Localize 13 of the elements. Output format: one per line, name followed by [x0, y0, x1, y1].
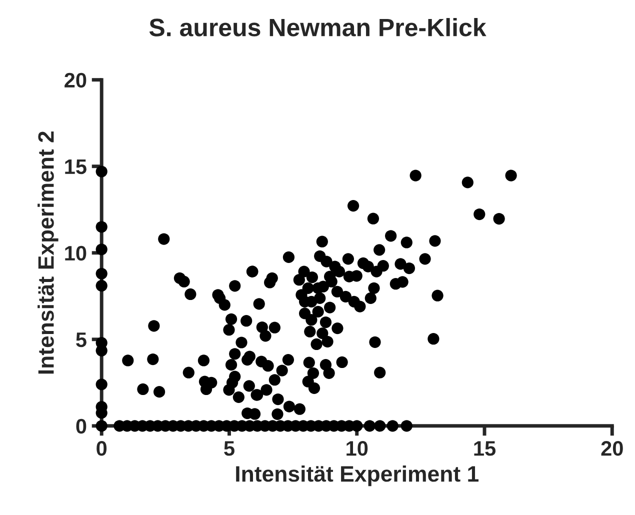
x-tick-label: 0: [96, 441, 107, 456]
x-axis-title: Intensität Experiment 1: [236, 465, 479, 486]
x-tick-label: 10: [346, 441, 368, 456]
y-tick-label: 0: [76, 418, 86, 434]
x-tick-label: 15: [474, 441, 496, 456]
chart-title: S. aureus Newman Pre-Klick: [149, 18, 486, 36]
y-tick-label: 10: [65, 246, 86, 261]
y-axis-title: Intensität Experiment 2: [38, 131, 58, 374]
x-tick-label: 20: [601, 441, 623, 456]
y-tick-label: 20: [64, 72, 86, 88]
y-tick-label: 5: [76, 332, 86, 348]
y-tick-label: 15: [65, 160, 86, 174]
x-tick-label: 5: [224, 441, 234, 456]
